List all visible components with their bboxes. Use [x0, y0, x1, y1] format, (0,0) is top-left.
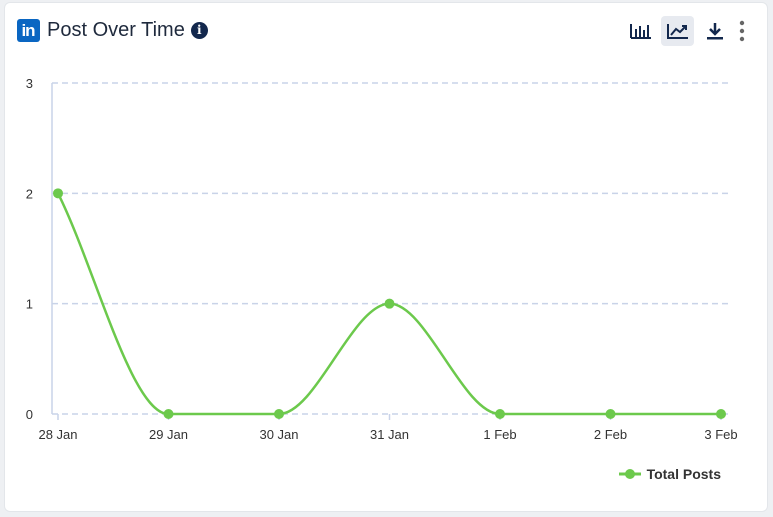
y-tick-label: 3 — [26, 76, 33, 91]
download-icon — [706, 23, 723, 40]
data-point — [274, 409, 284, 419]
data-point — [384, 298, 395, 309]
download-button[interactable] — [698, 16, 731, 46]
legend-swatch — [618, 469, 641, 479]
x-tick-label: 29 Jan — [149, 427, 188, 442]
vertical-dots-icon — [739, 20, 745, 42]
card-title: Post Over Time — [47, 18, 185, 41]
line-chart-button[interactable] — [661, 16, 694, 46]
y-tick-label: 0 — [26, 407, 33, 422]
x-tick-label: 1 Feb — [483, 427, 516, 442]
data-point — [605, 409, 616, 419]
post-over-time-card: in Post Over Time i — [4, 2, 768, 512]
series-line-0 — [56, 192, 721, 416]
info-icon[interactable]: i — [190, 21, 208, 39]
x-tick-label: 3 Feb — [704, 427, 737, 442]
x-tick-label: 28 Jan — [38, 427, 77, 442]
x-tick-label: 31 Jan — [370, 427, 409, 442]
y-tick-label: 2 — [26, 186, 33, 201]
card-header: in Post Over Time i — [17, 17, 208, 43]
data-point — [163, 409, 174, 419]
y-tick-label: 1 — [26, 297, 33, 312]
chart-toolbar — [624, 16, 749, 46]
data-point — [53, 188, 63, 199]
x-tick-label: 2 Feb — [594, 427, 627, 442]
bar-chart-button[interactable] — [624, 16, 657, 46]
linkedin-logo-icon: in — [17, 18, 40, 42]
chart-legend[interactable]: Total Posts — [618, 464, 721, 484]
data-point — [495, 409, 505, 419]
x-tick-label: 30 Jan — [259, 427, 298, 442]
more-options-button[interactable] — [735, 16, 749, 46]
line-chart: 0 1 2 3 28 Jan 29 Jan 30 Jan 31 Jan 1 Feb 2 Feb 3 … — [26, 76, 738, 442]
legend-label: Total Posts — [646, 466, 721, 482]
data-point — [716, 409, 726, 419]
bar-chart-icon — [629, 24, 651, 39]
line-chart-icon — [666, 24, 688, 39]
